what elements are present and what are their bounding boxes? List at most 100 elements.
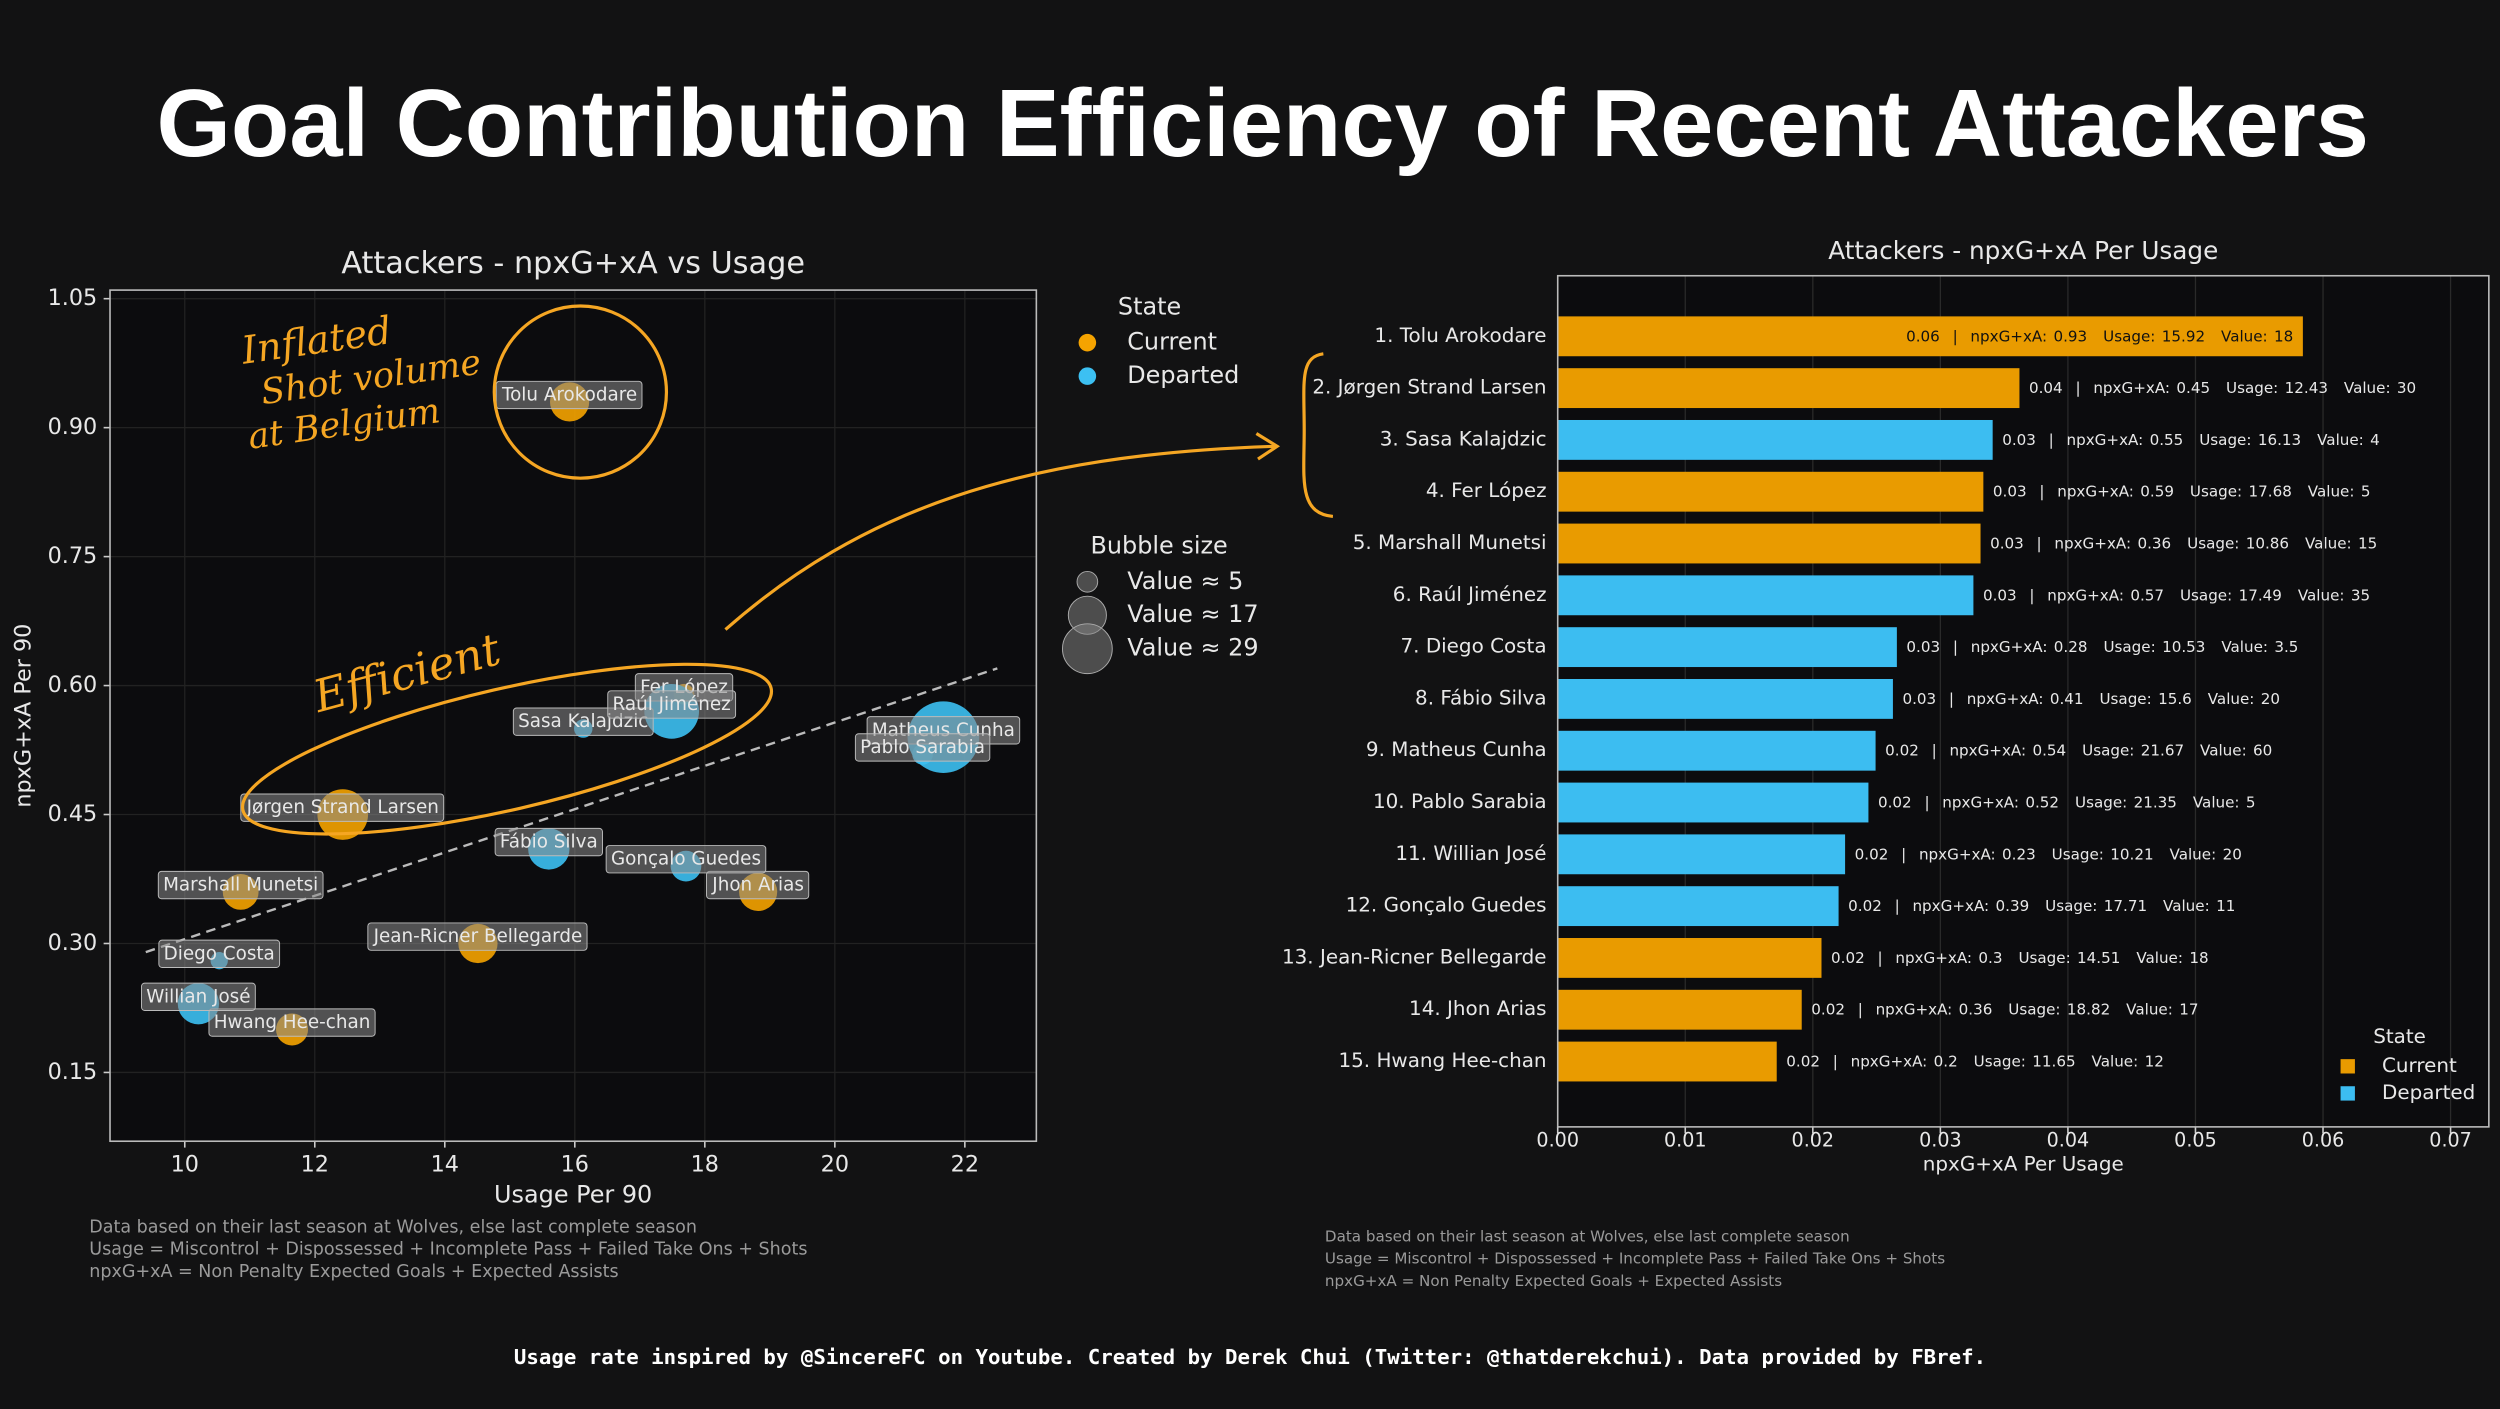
- bar-label-part: 11.65: [2032, 1052, 2075, 1070]
- x-tick-label: 18: [691, 1152, 719, 1178]
- category-label: 5. Marshall Munetsi: [1353, 531, 1547, 554]
- x-axis-label: npxG+xA Per Usage: [1923, 1153, 2124, 1176]
- bar-label: 0.03 | npxG+xA: 0.36 Usage: 10.86 Value: 15: [1990, 534, 2377, 552]
- y-tick-label: 1.05: [48, 285, 98, 311]
- label-box: [605, 845, 767, 874]
- category-label: 12. Gonçalo Guedes: [1346, 894, 1547, 917]
- bar-label-part: 12: [2145, 1052, 2164, 1070]
- trend-line: [145, 667, 998, 954]
- main-title: Goal Contribution Efficiency of Recent A…: [157, 70, 2369, 177]
- arrow-head: [1255, 432, 1281, 461]
- legend-label: Departed: [2382, 1081, 2475, 1104]
- footer: Usage rate inspired by @SincereFC on You…: [514, 1345, 1986, 1369]
- bar-label-part: 0.03: [2002, 430, 2036, 448]
- bar-label-part: |: [1878, 948, 1883, 966]
- point-label: Jørgen Strand Larsen: [240, 793, 445, 822]
- bar-label: 0.02 | npxG+xA: 0.52 Usage: 21.35 Value: 5: [1878, 793, 2256, 811]
- bar-label-part: 18: [2189, 948, 2208, 966]
- bracket: [1302, 352, 1334, 519]
- bar-label-part: |: [1953, 638, 1958, 656]
- bar-label-part: Value:: [2163, 897, 2210, 915]
- label-box: [367, 922, 588, 951]
- legend-label: Current: [2382, 1054, 2457, 1077]
- point-label-text: Jhon Arias: [711, 875, 804, 896]
- size-legend-title: Bubble size: [1090, 532, 1227, 560]
- bar-label-part: 0.02: [1878, 793, 1912, 811]
- bar-label-part: 0.02: [1885, 741, 1919, 759]
- point-label: Gonçalo Guedes: [605, 845, 767, 874]
- bar-label-part: Value:: [2200, 741, 2247, 759]
- bar-label-part: |: [1953, 327, 1958, 345]
- label-box: [240, 793, 445, 822]
- x-tick-label: 20: [821, 1152, 849, 1178]
- bar-label-part: Usage:: [2199, 430, 2251, 448]
- bar-label-part: 0.3: [1978, 948, 2002, 966]
- point-label: Diego Costa: [158, 939, 281, 968]
- bar-label: 0.03 | npxG+xA: 0.57 Usage: 17.49 Value: 35: [1983, 586, 2370, 604]
- y-tick-label: 0.90: [48, 414, 98, 440]
- bar-label-part: 18.82: [2067, 1000, 2110, 1018]
- bar-label-part: Usage:: [2180, 586, 2232, 604]
- label-box: [494, 827, 603, 857]
- bar-label-part: 0.39: [1996, 897, 2030, 915]
- label-box: [141, 982, 256, 1011]
- bar-label-part: Value:: [2298, 586, 2345, 604]
- point-label-text: Gonçalo Guedes: [611, 849, 761, 870]
- bar-label-part: Value:: [2344, 379, 2391, 397]
- bar-label-part: 12.43: [2285, 379, 2328, 397]
- category-label: 2. Jørgen Strand Larsen: [1312, 376, 1546, 399]
- bar-label-part: 0.54: [2033, 741, 2067, 759]
- bar-label-part: 30: [2397, 379, 2416, 397]
- bar: [1557, 938, 1822, 978]
- bar-label-part: 0.02: [1848, 897, 1882, 915]
- bar: [1557, 316, 2303, 357]
- chart-title: Attackers - npxG+xA Per Usage: [1828, 236, 2218, 265]
- bar-label-part: Usage:: [2052, 845, 2104, 863]
- category-label: 4. Fer López: [1426, 479, 1547, 502]
- bar: [1557, 782, 1869, 823]
- point-label: Raúl Jiménez: [607, 690, 737, 719]
- point-label-text: Hwang Hee-chan: [214, 1012, 371, 1033]
- bar-label-part: 17: [2179, 1000, 2198, 1018]
- point-label-text: Diego Costa: [164, 943, 275, 964]
- legend-title: State: [2373, 1025, 2426, 1048]
- bar-label-part: |: [2049, 430, 2054, 448]
- bar-label-part: Usage:: [2226, 379, 2278, 397]
- bar-label-part: Usage:: [2103, 327, 2155, 345]
- charts: 10 12 14 16 18 20 22 0.15 0.30 0.45 0.60 0.75 0.90 1.…: [10, 236, 2490, 1290]
- bar-label-part: npxG+xA:: [2054, 534, 2131, 552]
- bar-label-part: Value:: [2308, 482, 2355, 500]
- size-legend-marker: [1076, 570, 1099, 593]
- label-box: [157, 870, 324, 900]
- bar-label-part: npxG+xA:: [1876, 1000, 1953, 1018]
- bar-label-part: 0.03: [1993, 482, 2027, 500]
- bar-label-part: 10.53: [2162, 638, 2205, 656]
- bar-label: 0.02 | npxG+xA: 0.39 Usage: 17.71 Value: 11: [1848, 897, 2235, 915]
- bar-label-part: 0.02: [1786, 1052, 1820, 1070]
- bar-label-part: |: [2029, 586, 2034, 604]
- y-axis-label: npxG+xA Per 90: [10, 624, 36, 808]
- x-tick-label: 10: [171, 1152, 199, 1178]
- bar-label-part: 0.02: [1831, 948, 1865, 966]
- legend-title: State: [1118, 293, 1181, 321]
- bar-label-part: 0.52: [2025, 793, 2059, 811]
- bar-label-part: Value:: [2221, 327, 2268, 345]
- bar-label-part: 17.71: [2104, 897, 2147, 915]
- x-tick-label: 22: [951, 1152, 979, 1178]
- size-legend-label: Value ≈ 29: [1127, 634, 1258, 662]
- point-label: Fábio Silva: [494, 827, 603, 857]
- bar-label-part: npxG+xA:: [1895, 948, 1972, 966]
- x-tick-label: 12: [301, 1152, 329, 1178]
- size-legend-label: Value ≈ 5: [1127, 567, 1243, 595]
- x-tick-label: 0.07: [2429, 1129, 2472, 1152]
- bar-label-part: 10.86: [2246, 534, 2289, 552]
- bar: [1557, 471, 1984, 512]
- x-tick-label: 0.00: [1536, 1129, 1579, 1152]
- bar-label-part: 3.5: [2274, 638, 2298, 656]
- bar-label-part: npxG+xA:: [2093, 379, 2170, 397]
- footnote: Usage = Miscontrol + Dispossessed + Inco…: [1325, 1250, 1945, 1268]
- bar: [1557, 886, 1839, 927]
- bar-label: 0.02 | npxG+xA: 0.54 Usage: 21.67 Value: 60: [1885, 741, 2272, 759]
- chart-title: Attackers - npxG+xA vs Usage: [341, 246, 805, 281]
